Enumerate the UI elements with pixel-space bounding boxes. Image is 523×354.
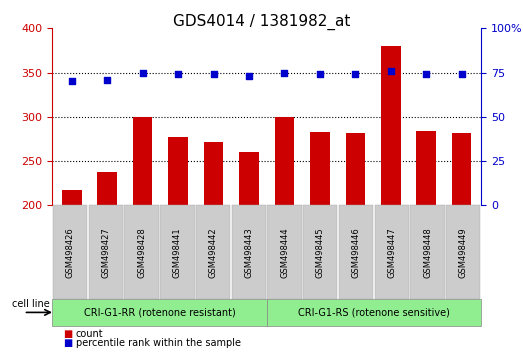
- Point: [139, 70, 147, 75]
- Point: [351, 72, 359, 77]
- Bar: [239, 152, 259, 205]
- Text: GSM498449: GSM498449: [459, 227, 468, 278]
- Bar: [381, 46, 401, 205]
- Point: [67, 79, 76, 84]
- Text: GSM498447: GSM498447: [388, 227, 396, 278]
- Text: CRI-G1-RR (rotenone resistant): CRI-G1-RR (rotenone resistant): [84, 307, 235, 318]
- Bar: [168, 137, 188, 205]
- Bar: [310, 132, 329, 205]
- Point: [458, 72, 466, 77]
- Text: GSM498442: GSM498442: [209, 227, 218, 278]
- Point: [174, 72, 183, 77]
- Bar: [416, 131, 436, 205]
- Text: GSM498445: GSM498445: [316, 227, 325, 278]
- Bar: [346, 133, 365, 205]
- Text: count: count: [76, 329, 104, 339]
- Text: CRI-G1-RS (rotenone sensitive): CRI-G1-RS (rotenone sensitive): [298, 307, 450, 318]
- Text: ■: ■: [63, 329, 72, 339]
- Point: [209, 72, 218, 77]
- Text: GSM498448: GSM498448: [423, 227, 432, 278]
- Text: percentile rank within the sample: percentile rank within the sample: [76, 338, 241, 348]
- Point: [103, 77, 111, 82]
- Bar: [204, 142, 223, 205]
- Bar: [452, 133, 471, 205]
- Bar: [97, 172, 117, 205]
- Text: GSM498427: GSM498427: [101, 227, 110, 278]
- Text: GSM498428: GSM498428: [137, 227, 146, 278]
- Text: GSM498441: GSM498441: [173, 227, 182, 278]
- Bar: [275, 117, 294, 205]
- Text: GDS4014 / 1381982_at: GDS4014 / 1381982_at: [173, 14, 350, 30]
- Text: GSM498443: GSM498443: [244, 227, 253, 278]
- Text: ■: ■: [63, 338, 72, 348]
- Point: [316, 72, 324, 77]
- Point: [422, 72, 430, 77]
- Text: cell line: cell line: [12, 298, 50, 309]
- Point: [386, 68, 395, 74]
- Bar: [133, 117, 152, 205]
- Point: [280, 70, 289, 75]
- Text: GSM498446: GSM498446: [351, 227, 360, 278]
- Text: GSM498444: GSM498444: [280, 227, 289, 278]
- Text: GSM498426: GSM498426: [66, 227, 75, 278]
- Bar: [62, 190, 82, 205]
- Point: [245, 73, 253, 79]
